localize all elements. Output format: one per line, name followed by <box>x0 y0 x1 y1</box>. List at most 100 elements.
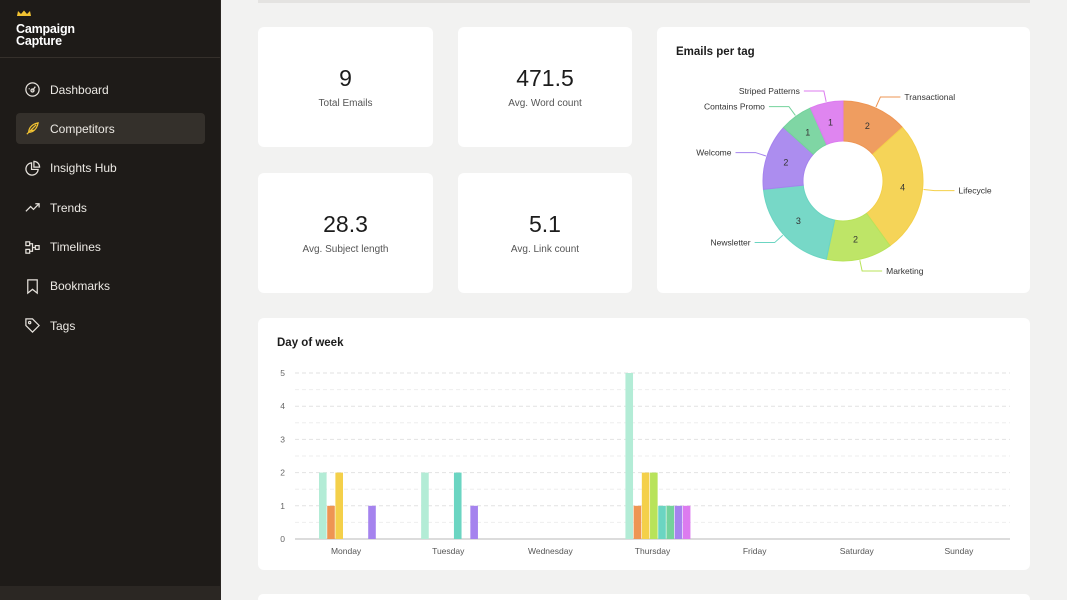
bar-thursday-5[interactable] <box>666 505 675 539</box>
sidebar-footer <box>0 586 220 600</box>
x-tick-label: Wednesday <box>528 546 573 556</box>
stat-card-total-emails: 9 Total Emails <box>258 27 433 147</box>
bar-tuesday-4[interactable] <box>453 472 462 539</box>
y-tick-label: 3 <box>280 434 285 444</box>
sidebar-nav: Dashboard Competitors Insights Hub Trend… <box>16 74 205 350</box>
bar-monday-1[interactable] <box>327 505 335 539</box>
sidebar-item-label: Timelines <box>50 240 101 255</box>
bar-monday-2[interactable] <box>335 472 343 539</box>
bar-thursday-1[interactable] <box>633 505 642 539</box>
brand-name-line2: Capture <box>16 34 62 48</box>
donut-leader-line <box>768 106 796 116</box>
stat-value: 9 <box>339 65 352 91</box>
y-tick-label: 4 <box>280 401 285 411</box>
bar-thursday-4[interactable] <box>658 505 666 539</box>
stat-value: 471.5 <box>516 65 574 91</box>
day-of-week-bar-chart: 0 1 2 3 4 5 Monday Tuesday Wednesday Thursday Frid… <box>280 368 1010 556</box>
x-tick-label: Monday <box>331 546 362 556</box>
donut-leader-line <box>803 90 827 102</box>
donut-category-label: Welcome <box>696 148 732 158</box>
stat-value: 5.1 <box>529 211 561 237</box>
timeline-icon <box>25 240 40 254</box>
sidebar-item-bookmarks[interactable]: Bookmarks <box>16 271 205 302</box>
feather-pen-icon <box>26 122 39 135</box>
stat-value: 28.3 <box>323 211 368 237</box>
card-title: Day of week <box>277 337 344 349</box>
pie-chart-icon <box>25 160 41 176</box>
brand-logo[interactable]: Campaign Capture <box>16 10 96 50</box>
sidebar-item-label: Bookmarks <box>50 279 111 294</box>
donut-slice-lifecycle[interactable] <box>865 126 924 247</box>
sidebar-item-trends[interactable]: Trends <box>16 192 205 223</box>
bar-thursday-6[interactable] <box>674 505 683 539</box>
sidebar-item-label: Dashboard <box>50 82 109 97</box>
donut-category-label: Newsletter <box>710 238 750 248</box>
donut-category-label: Striped Patterns <box>739 86 800 96</box>
stat-label: Avg. Link count <box>510 244 580 255</box>
donut-leader-line <box>875 96 901 108</box>
emails-per-tag-donut-chart: 2 Transactional 4 Lifecycle 2 Marketing 3 Newsl… <box>696 86 992 276</box>
bar-monday-6[interactable] <box>368 505 376 539</box>
y-tick-label: 5 <box>280 368 285 378</box>
next-card-edge <box>258 594 1030 600</box>
stat-label: Total Emails <box>318 98 373 109</box>
bar-thursday-2[interactable] <box>641 472 650 539</box>
donut-leader-line <box>754 234 784 244</box>
sidebar-item-label: Insights Hub <box>50 161 117 176</box>
donut-category-label: Transactional <box>904 92 955 102</box>
donut-value-label: 2 <box>783 157 788 167</box>
dashboard-icon <box>25 82 40 97</box>
donut-value-label: 3 <box>796 216 801 226</box>
bookmark-icon <box>27 279 38 295</box>
x-tick-label: Sunday <box>945 546 975 556</box>
x-tick-label: Thursday <box>635 546 671 556</box>
sidebar-item-label: Competitors <box>50 121 115 136</box>
sidebar-item-timelines[interactable]: Timelines <box>16 232 205 263</box>
tag-icon <box>25 318 40 334</box>
sidebar-item-label: Tags <box>50 318 76 333</box>
trend-line-icon <box>25 203 40 212</box>
y-tick-label: 0 <box>280 534 285 544</box>
top-card-edge <box>258 0 1030 3</box>
sidebar: Campaign Capture Dashboard Competitors I… <box>0 0 221 600</box>
donut-slice-striped-patterns[interactable] <box>809 100 844 146</box>
donut-value-label: 1 <box>828 117 833 127</box>
brand-name-line1: Campaign <box>16 22 75 36</box>
donut-category-label: Marketing <box>886 266 924 276</box>
sidebar-item-dashboard[interactable]: Dashboard <box>16 74 205 105</box>
donut-leader-line <box>923 188 955 192</box>
sidebar-divider <box>0 57 220 58</box>
card-title: Emails per tag <box>676 46 755 58</box>
sidebar-item-tags[interactable]: Tags <box>16 310 205 341</box>
sidebar-item-competitors[interactable]: Competitors <box>16 113 205 145</box>
x-tick-label: Friday <box>743 546 767 556</box>
x-tick-label: Tuesday <box>432 546 465 556</box>
stat-card-avg-word-count: 471.5 Avg. Word count <box>458 27 632 147</box>
stat-card-avg-link-count: 5.1 Avg. Link count <box>458 173 632 293</box>
donut-value-label: 2 <box>853 235 858 245</box>
bar-monday-0[interactable] <box>319 472 327 539</box>
day-of-week-card: Day of week 0 1 2 3 4 5 Monday Tuesday Wednesday… <box>258 318 1030 570</box>
crown-icon <box>17 10 31 16</box>
bar-thursday-7[interactable] <box>682 505 691 539</box>
y-tick-label: 2 <box>280 468 285 478</box>
stat-card-avg-subject-length: 28.3 Avg. Subject length <box>258 173 433 293</box>
y-tick-label: 1 <box>280 501 285 511</box>
donut-leader-line <box>859 260 883 272</box>
emails-per-tag-card: Emails per tag 2 Transactional 4 Lifecycle 2… <box>657 27 1030 293</box>
donut-category-label: Lifecycle <box>958 186 991 196</box>
donut-value-label: 4 <box>900 182 905 192</box>
bar-tuesday-6[interactable] <box>470 505 478 539</box>
bar-thursday-3[interactable] <box>650 472 658 539</box>
stat-label: Avg. Word count <box>508 98 582 109</box>
x-tick-label: Saturday <box>840 546 875 556</box>
donut-value-label: 2 <box>865 121 870 131</box>
bar-thursday-0[interactable] <box>625 373 634 539</box>
sidebar-item-label: Trends <box>50 200 87 215</box>
bar-tuesday-0[interactable] <box>421 472 429 539</box>
sidebar-item-insights-hub[interactable]: Insights Hub <box>16 153 205 184</box>
donut-category-label: Contains Promo <box>704 102 765 112</box>
donut-value-label: 1 <box>805 127 810 137</box>
stat-label: Avg. Subject length <box>302 244 389 255</box>
donut-leader-line <box>735 152 767 157</box>
